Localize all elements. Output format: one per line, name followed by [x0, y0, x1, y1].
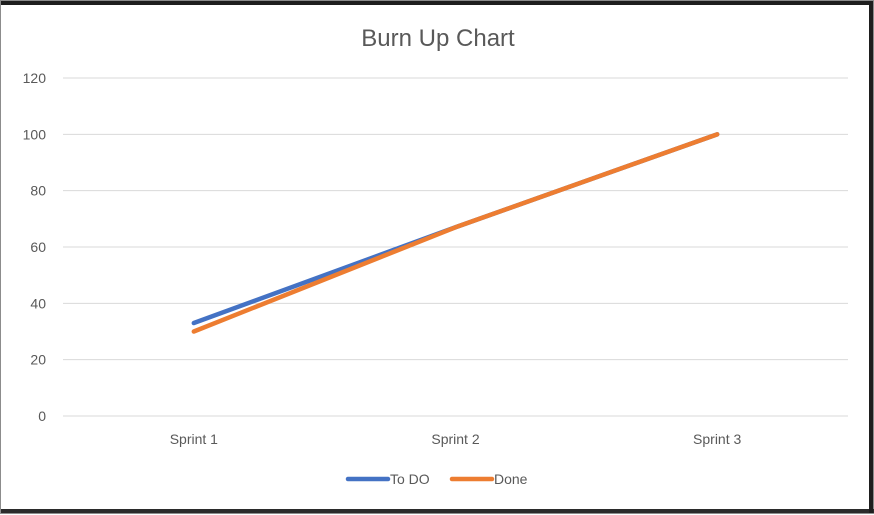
legend-label: To DO: [390, 471, 430, 487]
bottom-border: [1, 509, 874, 513]
y-axis-ticks: 0 20 40 60 80 100 120: [23, 70, 47, 424]
y-tick-label: 80: [30, 183, 46, 199]
legend: To DO Done: [348, 471, 528, 487]
x-tick-label: Sprint 1: [170, 431, 218, 447]
x-tick-label: Sprint 3: [693, 431, 741, 447]
gridlines: [63, 78, 848, 416]
legend-label: Done: [494, 471, 528, 487]
x-axis-ticks: Sprint 1 Sprint 2 Sprint 3: [170, 431, 742, 447]
y-tick-label: 100: [23, 126, 47, 142]
chart-title: Burn Up Chart: [361, 25, 515, 52]
y-tick-label: 20: [30, 352, 46, 368]
series-lines: [194, 134, 718, 331]
y-tick-label: 40: [30, 295, 46, 311]
y-tick-label: 60: [30, 239, 46, 255]
series-line-1: [194, 134, 717, 331]
y-tick-label: 0: [38, 408, 46, 424]
y-tick-label: 120: [23, 70, 47, 86]
x-tick-label: Sprint 2: [431, 431, 479, 447]
